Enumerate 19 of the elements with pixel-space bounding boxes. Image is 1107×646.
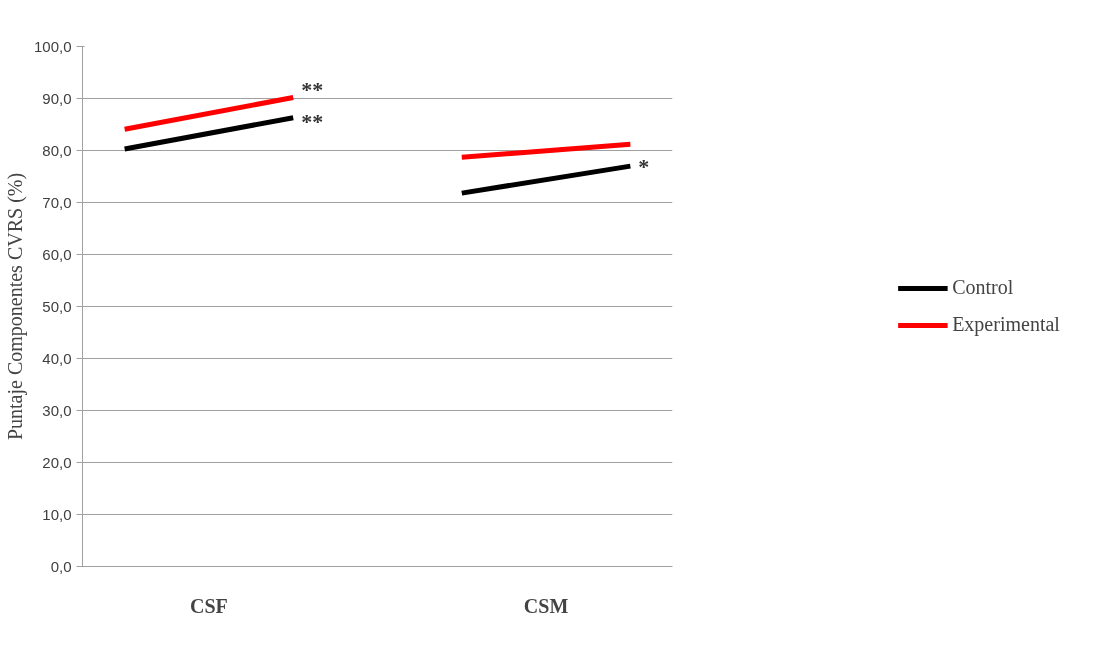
y-tick-label: 80,0 (42, 141, 72, 159)
x-tick-label: CSF (190, 594, 228, 617)
y-tick-label: 90,0 (42, 89, 72, 107)
y-tick-label: 70,0 (42, 193, 72, 211)
y-tick-label: 100,0 (33, 37, 72, 55)
annotation: * (638, 153, 650, 179)
y-tick-label: 40,0 (42, 349, 72, 367)
y-tick-label: 20,0 (42, 453, 72, 471)
annotation: ** (301, 109, 324, 135)
x-tick-label: CSM (523, 594, 569, 617)
y-tick-label: 50,0 (42, 297, 72, 315)
y-axis-title: Puntaje Componentes CVRS (%) (3, 172, 27, 441)
y-tick-label: 30,0 (42, 401, 72, 419)
y-tick-label: 0,0 (50, 557, 72, 575)
annotation: ** (301, 76, 324, 102)
legend-label: Experimental (952, 313, 1060, 336)
y-tick-label: 10,0 (42, 505, 72, 523)
y-tick-label: 60,0 (42, 245, 72, 263)
legend-label: Control (952, 276, 1014, 299)
